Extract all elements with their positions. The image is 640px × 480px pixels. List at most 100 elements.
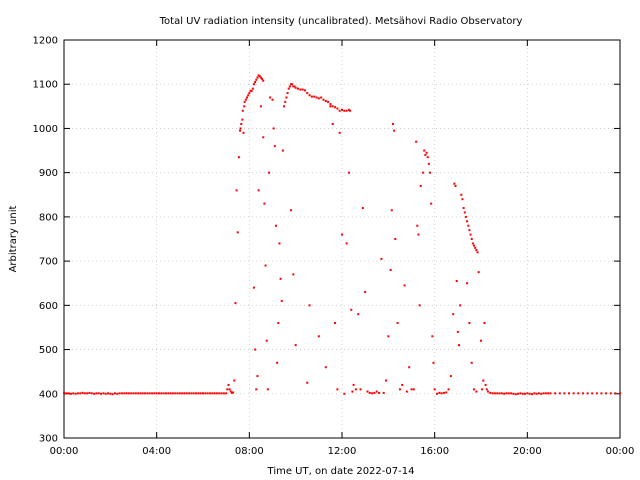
data-point xyxy=(433,388,436,391)
data-point xyxy=(271,98,274,101)
data-point xyxy=(468,322,471,325)
data-point xyxy=(308,304,311,307)
data-point xyxy=(236,231,239,234)
data-point xyxy=(306,92,309,95)
data-point xyxy=(469,233,472,236)
y-tick-label: 500 xyxy=(39,345,58,356)
data-point xyxy=(500,392,503,395)
data-point xyxy=(240,123,243,126)
data-point xyxy=(291,83,294,86)
data-point xyxy=(432,361,435,364)
data-point xyxy=(272,127,275,130)
data-point xyxy=(530,393,533,396)
data-point xyxy=(249,89,252,92)
data-point xyxy=(329,105,332,108)
data-point xyxy=(324,366,327,369)
data-point xyxy=(331,105,334,108)
data-point xyxy=(116,392,119,395)
data-point xyxy=(474,246,477,249)
plot-frame xyxy=(63,39,621,439)
data-point xyxy=(235,189,238,192)
data-point xyxy=(459,304,462,307)
data-point xyxy=(233,379,236,382)
data-point xyxy=(350,308,353,311)
data-point xyxy=(274,224,277,227)
data-point xyxy=(227,383,230,386)
data-point xyxy=(79,392,82,395)
data-point xyxy=(405,390,408,393)
data-point xyxy=(261,77,264,80)
data-point xyxy=(239,127,242,130)
data-point xyxy=(484,383,487,386)
data-point xyxy=(343,109,346,112)
data-point xyxy=(313,95,316,98)
data-point xyxy=(577,392,580,395)
data-point xyxy=(563,392,566,395)
x-tick-label: 00:00 xyxy=(50,446,79,457)
data-point xyxy=(195,392,198,395)
data-point xyxy=(258,75,261,78)
data-point xyxy=(109,392,112,395)
data-point xyxy=(226,388,229,391)
data-point xyxy=(417,233,420,236)
data-point xyxy=(242,131,245,134)
x-axis-label: Time UT, on date 2022-07-14 xyxy=(267,466,415,477)
data-point xyxy=(162,392,165,395)
data-point xyxy=(401,383,404,386)
data-point xyxy=(426,156,429,159)
data-point xyxy=(336,107,339,110)
data-point xyxy=(190,392,193,395)
data-point xyxy=(403,284,406,287)
data-point xyxy=(252,286,255,289)
data-point xyxy=(100,392,103,395)
data-point xyxy=(81,391,84,394)
data-point xyxy=(481,388,484,391)
data-point xyxy=(415,140,418,143)
data-point xyxy=(76,392,79,395)
data-point xyxy=(290,83,293,86)
data-point xyxy=(526,392,529,395)
data-point xyxy=(185,392,188,395)
data-point xyxy=(301,88,304,91)
data-point xyxy=(435,392,438,395)
data-point xyxy=(252,83,255,86)
data-point xyxy=(276,361,279,364)
data-point xyxy=(292,85,295,88)
data-point xyxy=(269,96,272,99)
data-point xyxy=(160,392,163,395)
data-point xyxy=(123,392,126,395)
data-point xyxy=(256,76,259,79)
x-tick-label: 04:00 xyxy=(142,446,171,457)
data-point xyxy=(324,100,327,103)
data-point xyxy=(278,242,281,245)
data-point xyxy=(349,109,352,112)
data-point xyxy=(317,335,320,338)
data-point xyxy=(489,391,492,394)
data-point xyxy=(132,392,135,395)
data-point xyxy=(215,392,218,395)
data-point xyxy=(111,393,114,396)
data-point xyxy=(167,392,170,395)
data-point xyxy=(366,390,369,393)
data-point xyxy=(470,361,473,364)
data-point xyxy=(498,392,501,395)
data-point xyxy=(251,87,254,90)
data-point xyxy=(496,392,499,395)
data-point xyxy=(144,392,147,395)
data-point xyxy=(391,123,394,126)
data-point xyxy=(338,109,341,112)
data-point xyxy=(535,392,538,395)
data-point xyxy=(90,392,93,395)
data-point xyxy=(222,392,225,395)
data-point xyxy=(86,392,89,395)
data-point xyxy=(521,392,524,395)
data-point xyxy=(460,193,463,196)
data-point xyxy=(241,109,244,112)
data-point xyxy=(329,103,332,106)
data-point xyxy=(517,392,520,395)
data-point xyxy=(549,392,552,395)
data-point xyxy=(176,392,179,395)
data-point xyxy=(512,392,515,395)
data-point xyxy=(385,379,388,382)
data-point xyxy=(125,392,128,395)
